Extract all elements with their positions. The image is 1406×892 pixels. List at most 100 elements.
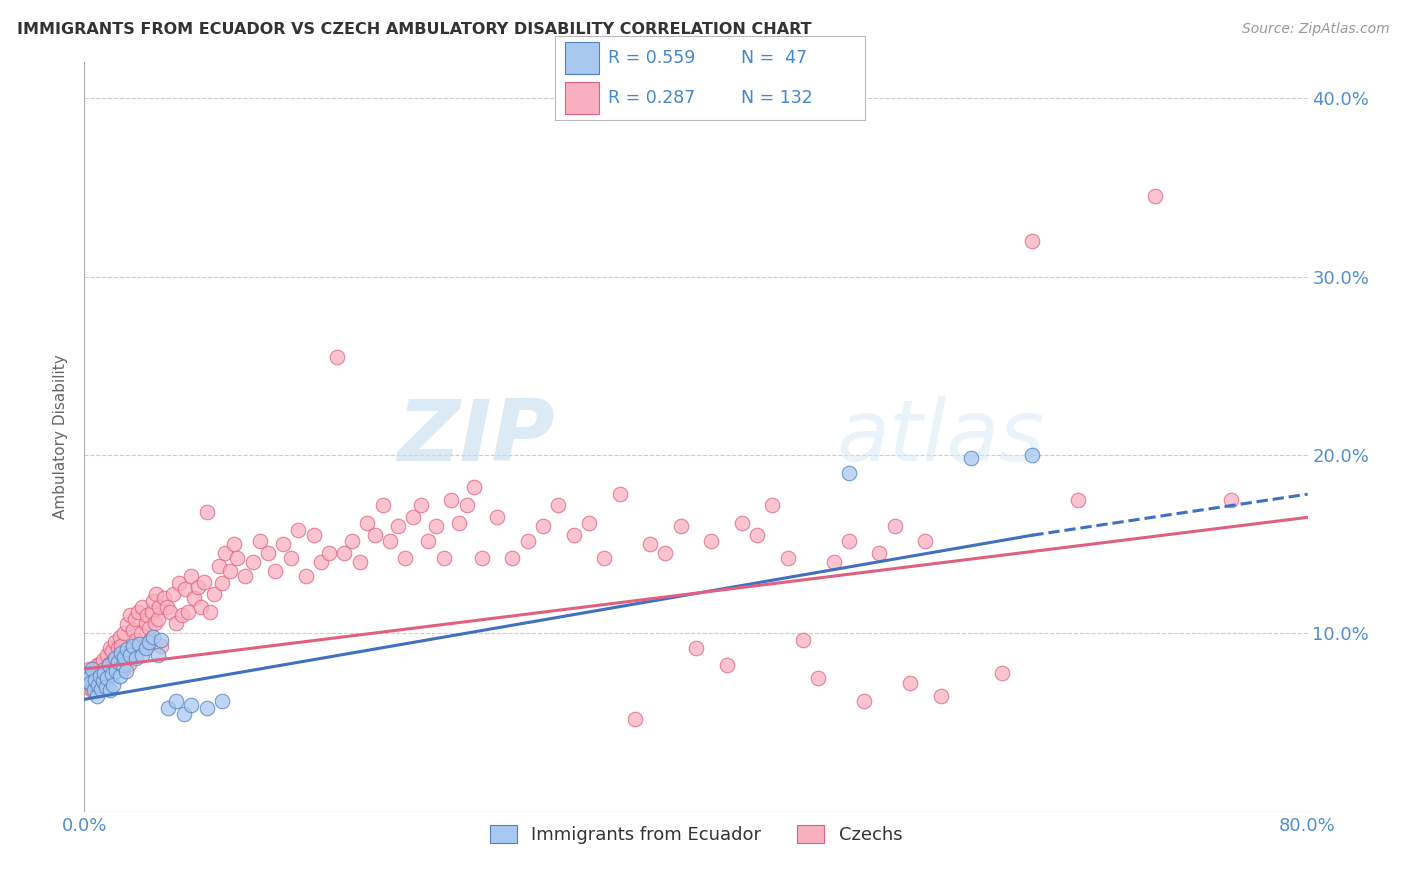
Point	[249, 533, 271, 548]
Point	[165, 694, 187, 708]
Point	[80, 683, 103, 698]
Bar	[565, 42, 599, 74]
Point	[280, 551, 302, 566]
Point	[486, 510, 509, 524]
Point	[156, 599, 179, 614]
Bar	[565, 82, 599, 114]
Point	[433, 551, 456, 566]
Point	[135, 640, 157, 655]
Point	[578, 516, 600, 530]
Point	[167, 576, 190, 591]
Point	[112, 626, 135, 640]
Text: atlas: atlas	[837, 395, 1045, 479]
Point	[516, 533, 538, 548]
Point	[257, 546, 280, 560]
Point	[371, 498, 394, 512]
Point	[776, 551, 799, 566]
Point	[172, 608, 194, 623]
Point	[96, 648, 118, 662]
Point	[233, 569, 256, 583]
Point	[456, 498, 478, 512]
Point	[77, 662, 100, 676]
Point	[716, 658, 738, 673]
Point	[89, 657, 111, 671]
Point	[112, 649, 135, 664]
Point	[198, 605, 221, 619]
Point	[349, 555, 371, 569]
Y-axis label: Ambulatory Disability: Ambulatory Disability	[53, 355, 69, 519]
Point	[91, 674, 114, 689]
Point	[669, 519, 692, 533]
Point	[853, 694, 876, 708]
Point	[84, 673, 107, 687]
Point	[174, 582, 197, 596]
Point	[792, 633, 814, 648]
Point	[502, 551, 524, 566]
Point	[132, 639, 155, 653]
Point	[211, 694, 233, 708]
Point	[90, 681, 112, 696]
Point	[177, 605, 200, 619]
Point	[214, 546, 236, 560]
Point	[76, 665, 98, 680]
Point	[125, 651, 148, 665]
Point	[115, 642, 138, 657]
Point	[838, 533, 860, 548]
Point	[157, 701, 180, 715]
Point	[110, 646, 132, 660]
Point	[761, 498, 783, 512]
Point	[186, 580, 208, 594]
Point	[121, 642, 143, 657]
Point	[107, 655, 129, 669]
Point	[89, 669, 111, 683]
Point	[77, 671, 100, 685]
Point	[115, 617, 138, 632]
Point	[118, 657, 141, 671]
Point	[127, 605, 149, 619]
Point	[105, 651, 128, 665]
Point	[124, 612, 146, 626]
Point	[471, 551, 494, 566]
Point	[80, 662, 103, 676]
Point	[103, 678, 125, 692]
Point	[165, 615, 187, 630]
Point	[114, 648, 136, 662]
Point	[364, 528, 387, 542]
Point	[83, 683, 105, 698]
Point	[224, 537, 246, 551]
Point	[153, 591, 176, 605]
Point	[823, 555, 845, 569]
Point	[149, 639, 172, 653]
Point	[148, 599, 170, 614]
Text: ZIP: ZIP	[398, 395, 555, 479]
Point	[402, 510, 425, 524]
Point	[128, 637, 150, 651]
Point	[1143, 189, 1166, 203]
Point	[287, 523, 309, 537]
Point	[685, 640, 707, 655]
Point	[387, 519, 409, 533]
Point	[138, 635, 160, 649]
Point	[110, 639, 132, 653]
Point	[747, 528, 769, 542]
Point	[94, 671, 117, 685]
Point	[654, 546, 676, 560]
Point	[318, 546, 340, 560]
Point	[380, 533, 402, 548]
Point	[162, 587, 184, 601]
Point	[991, 665, 1014, 680]
Point	[76, 680, 98, 694]
Point	[1220, 492, 1243, 507]
Point	[195, 701, 218, 715]
Point	[75, 671, 97, 685]
Point	[226, 551, 249, 566]
Point	[101, 667, 124, 681]
Point	[143, 615, 166, 630]
Point	[1021, 448, 1043, 462]
Point	[122, 639, 145, 653]
Point	[218, 564, 240, 578]
Point	[183, 591, 205, 605]
Point	[104, 635, 127, 649]
Point	[136, 608, 159, 623]
Point	[409, 498, 432, 512]
